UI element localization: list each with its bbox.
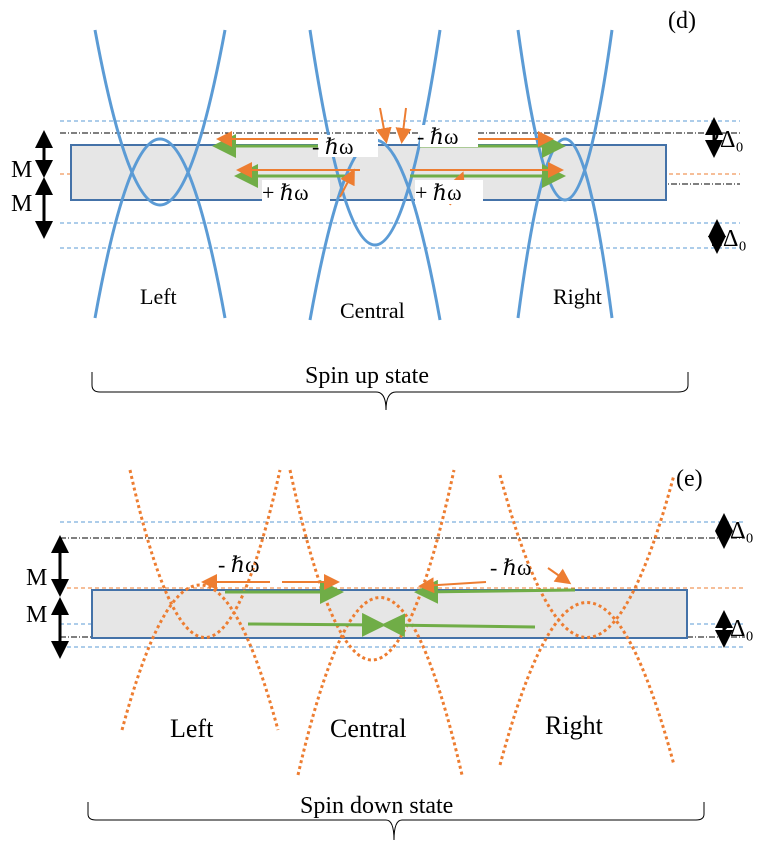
photon-label-d-1: - ℏω: [312, 134, 353, 159]
transition-arrows-e: [225, 579, 576, 638]
panel-e: (e): [26, 466, 754, 841]
curve-right-upper-d: [516, 29, 614, 202]
region-label-d-right: Right: [553, 284, 602, 309]
gap-label-e-top: 2Δ₀: [718, 518, 754, 544]
photon-label-e-2: - ℏω: [490, 555, 531, 580]
curve-left-lower-d: [93, 137, 227, 319]
state-brace-e: [87, 802, 705, 841]
state-brace-d: [91, 372, 689, 411]
gap-label-d-top: 2Δ₀: [708, 127, 744, 153]
photon-label-d-2: - ℏω: [417, 124, 458, 149]
photon-arrows-d: [216, 107, 564, 206]
region-label-e-left: Left: [170, 714, 214, 743]
photon-label-d-4: + ℏω: [415, 180, 462, 205]
band-label-e-bottom: M: [26, 602, 47, 628]
curve-right-lower-e: [498, 601, 676, 766]
transition-arrows-d: [212, 134, 566, 188]
band-rect-e: [91, 589, 688, 639]
curve-left-upper-d: [93, 29, 227, 207]
gap-label-e-bottom: 2Δ₀: [718, 616, 754, 642]
panel-label-d: (d): [668, 8, 696, 34]
gap-markers-d: [705, 117, 726, 254]
state-label-e: Spin down state: [300, 793, 453, 819]
region-label-d-left: Left: [140, 284, 177, 309]
panel-label-e: (e): [676, 466, 703, 492]
photon-arrows-e: [201, 567, 572, 594]
band-label-e-top: M: [26, 565, 47, 591]
curve-right-upper-e: [498, 474, 676, 639]
region-label-e-right: Right: [545, 711, 604, 740]
band-label-d-top: M: [11, 157, 32, 183]
gap-label-d-bottom: 2Δ₀: [711, 226, 747, 252]
state-label-d: Spin up state: [305, 363, 429, 389]
photon-label-d-3: + ℏω: [262, 180, 309, 205]
band-label-d-bottom: M: [11, 191, 32, 217]
panel-d: (d): [11, 8, 747, 411]
region-label-e-central: Central: [330, 714, 407, 743]
curve-left-lower-e: [120, 583, 280, 731]
photon-label-e-1: - ℏω: [218, 552, 259, 577]
region-label-d-central: Central: [340, 298, 405, 323]
dispersion-curves-e: [120, 469, 676, 776]
